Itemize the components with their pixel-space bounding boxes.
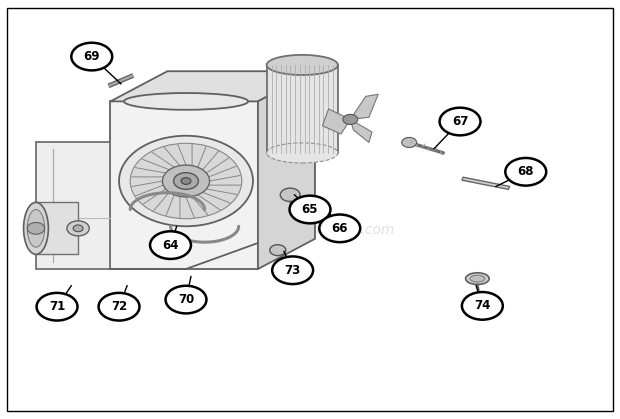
Circle shape <box>166 286 206 313</box>
Circle shape <box>402 137 417 147</box>
Text: 67: 67 <box>452 115 468 128</box>
Circle shape <box>272 256 313 284</box>
Polygon shape <box>258 71 315 269</box>
Ellipse shape <box>27 210 45 247</box>
Bar <box>267 65 338 153</box>
Circle shape <box>280 188 300 202</box>
Circle shape <box>181 178 191 184</box>
Bar <box>36 202 78 254</box>
Circle shape <box>440 108 480 135</box>
Circle shape <box>505 158 546 186</box>
Text: 68: 68 <box>518 165 534 178</box>
Text: 64: 64 <box>162 238 179 252</box>
Ellipse shape <box>267 55 338 75</box>
Polygon shape <box>110 71 315 101</box>
Circle shape <box>99 293 140 321</box>
Circle shape <box>27 222 45 234</box>
Circle shape <box>174 173 198 189</box>
Circle shape <box>67 221 89 236</box>
Circle shape <box>150 231 191 259</box>
Ellipse shape <box>124 93 248 110</box>
Polygon shape <box>350 94 378 119</box>
Circle shape <box>270 245 286 256</box>
Text: 73: 73 <box>285 264 301 277</box>
Circle shape <box>73 225 83 232</box>
Text: 74: 74 <box>474 299 490 313</box>
Text: eReplacementParts.com: eReplacementParts.com <box>225 223 395 238</box>
Circle shape <box>130 143 242 219</box>
Text: 69: 69 <box>84 50 100 63</box>
Ellipse shape <box>466 273 489 285</box>
Polygon shape <box>462 177 510 189</box>
Text: 66: 66 <box>332 222 348 235</box>
Bar <box>110 101 258 269</box>
Circle shape <box>314 208 330 219</box>
Polygon shape <box>36 142 110 269</box>
Text: 72: 72 <box>111 300 127 313</box>
Circle shape <box>37 293 78 321</box>
Circle shape <box>343 114 358 124</box>
Polygon shape <box>350 119 372 142</box>
Circle shape <box>119 136 253 226</box>
Text: 70: 70 <box>178 293 194 306</box>
Circle shape <box>319 215 360 242</box>
Circle shape <box>462 292 503 320</box>
Circle shape <box>71 43 112 70</box>
Ellipse shape <box>470 275 485 282</box>
Circle shape <box>290 196 330 223</box>
Polygon shape <box>322 109 350 134</box>
Text: 71: 71 <box>49 300 65 313</box>
Ellipse shape <box>267 143 338 163</box>
Ellipse shape <box>24 202 48 254</box>
Text: 65: 65 <box>302 203 318 216</box>
Circle shape <box>162 165 210 197</box>
